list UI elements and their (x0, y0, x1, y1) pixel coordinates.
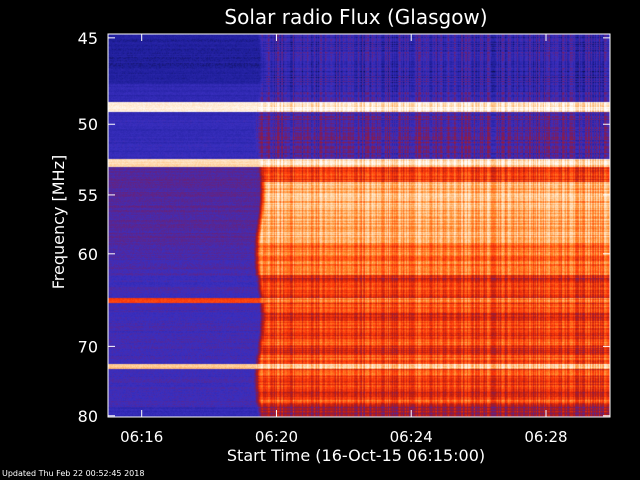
y-tick-label: 70 (78, 337, 98, 356)
y-tick-label: 55 (78, 186, 98, 205)
plot-area (107, 33, 611, 418)
y-tick-label: 45 (78, 29, 98, 48)
x-tick-label: 06:16 (120, 428, 163, 446)
plot-frame (107, 33, 611, 418)
y-axis-label-text: Frequency (49, 201, 68, 289)
y-axis-label: Frequency [MHz] (49, 155, 68, 289)
updated-timestamp: Updated Thu Feb 22 00:52:45 2018 (2, 469, 145, 478)
y-axis-label-unit: MHz (49, 161, 68, 195)
x-axis-label: Start Time (16-Oct-15 06:15:00) (227, 446, 485, 465)
spectrogram-image (108, 34, 610, 417)
x-tick-label: 06:20 (255, 428, 298, 446)
y-axis: 45 50 55 60 70 80 (78, 29, 610, 426)
y-tick-label: 50 (78, 115, 98, 134)
x-axis: 06:16 06:20 06:24 06:28 (120, 34, 568, 446)
y-tick-label: 80 (78, 407, 98, 426)
y-tick-label: 60 (78, 245, 98, 264)
chart-title: Solar radio Flux (Glasgow) (224, 5, 487, 29)
x-tick-label: 06:28 (524, 428, 567, 446)
x-tick-label: 06:24 (390, 428, 433, 446)
